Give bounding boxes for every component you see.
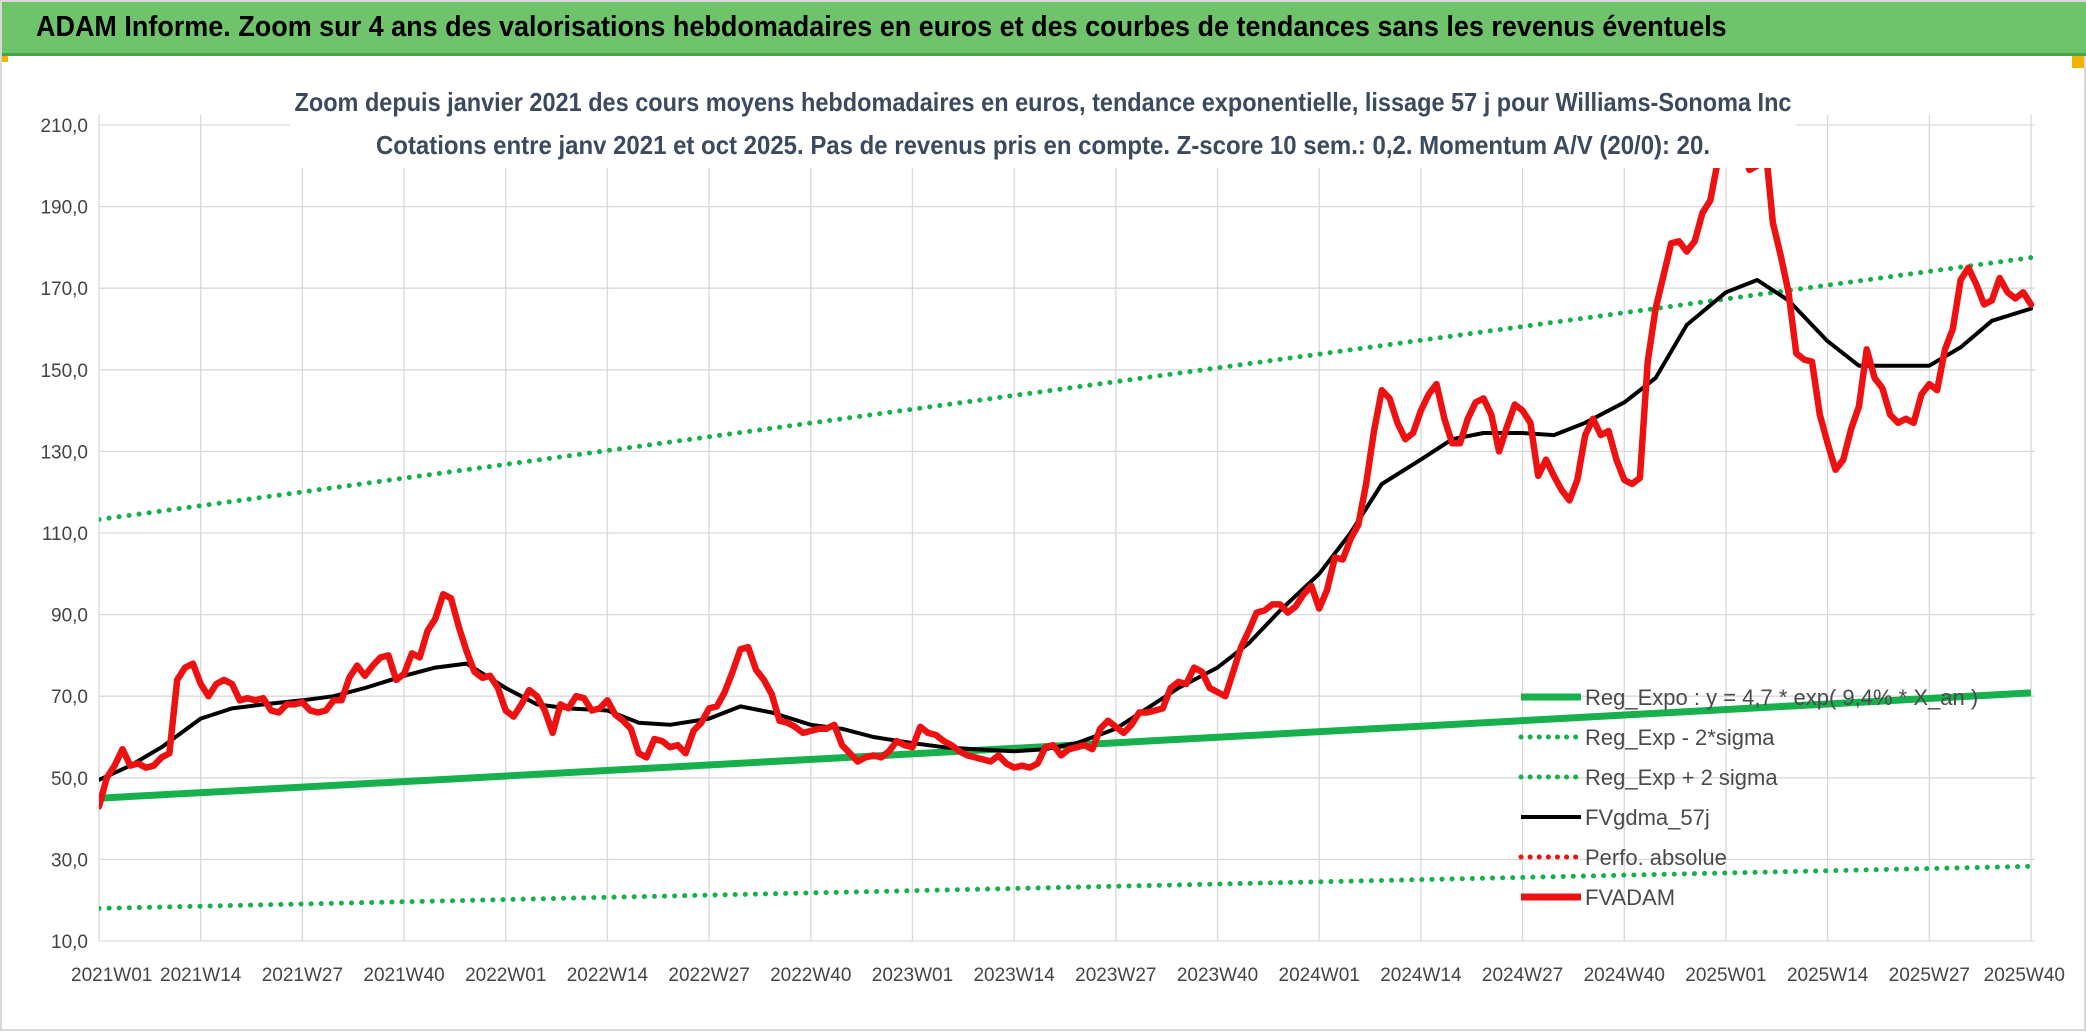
y-tick-label: 150,0	[40, 361, 88, 382]
report-title: ADAM Informe. Zoom sur 4 ans des valoris…	[36, 11, 1727, 43]
x-tick-label: 2024W01	[1279, 965, 1360, 986]
chart-title-block: Zoom depuis janvier 2021 des cours moyen…	[290, 80, 1796, 168]
legend-label-reg_minus: Reg_Exp - 2*sigma	[1585, 725, 1775, 750]
y-tick-label: 190,0	[40, 198, 88, 219]
x-tick-label: 2025W40	[1984, 965, 2065, 986]
x-tick-label: 2022W14	[567, 965, 649, 986]
y-axis-tick-labels: 10,0 30,0 50,0 70,0 90,0 110,0 130,0 150,0 170,0…	[40, 116, 88, 953]
x-tick-label: 2023W40	[1177, 965, 1258, 986]
x-tick-label: 2021W01	[71, 965, 152, 986]
corner-marker	[2, 56, 8, 62]
corner-marker	[2072, 56, 2084, 68]
series-line-fvadam	[99, 125, 2035, 810]
x-tick-label: 2025W01	[1685, 965, 1766, 986]
series-layer	[99, 125, 2035, 911]
x-tick-label: 2025W14	[1787, 965, 1869, 986]
x-tick-label: 2023W01	[872, 965, 953, 986]
y-tick-label: 90,0	[51, 606, 88, 627]
y-tick-label: 50,0	[51, 769, 88, 790]
series-line-reg_minus	[99, 863, 2034, 911]
series-line-reg_plus	[99, 255, 2034, 522]
x-tick-label: 2025W27	[1889, 965, 1970, 986]
x-tick-label: 2022W27	[668, 965, 749, 986]
legend-label-fvgdma: FVgdma_57j	[1585, 805, 1710, 830]
chart-title: Zoom depuis janvier 2021 des cours moyen…	[295, 87, 1792, 117]
series-line-fvgdma	[99, 278, 2033, 782]
x-tick-label: 2024W40	[1584, 965, 1665, 986]
legend-label-reg_expo: Reg_Expo : y = 4,7 * exp( 9,4% * X_an )	[1585, 685, 1978, 710]
y-tick-label: 10,0	[51, 932, 88, 953]
y-tick-label: 130,0	[40, 442, 88, 463]
x-tick-label: 2022W01	[465, 965, 546, 986]
y-tick-label: 30,0	[51, 850, 88, 871]
y-tick-label: 110,0	[42, 524, 88, 545]
x-tick-label: 2023W14	[973, 965, 1055, 986]
x-tick-label: 2024W14	[1380, 965, 1462, 986]
chart-legend: Reg_Expo : y = 4,7 * exp( 9,4% * X_an ) R…	[1518, 685, 1978, 910]
y-tick-label: 170,0	[40, 279, 88, 300]
header-banner: ADAM Informe. Zoom sur 4 ans des valoris…	[2, 2, 2086, 56]
x-tick-label: 2021W40	[363, 965, 444, 986]
x-tick-label: 2022W40	[770, 965, 851, 986]
y-tick-label: 210,0	[40, 116, 88, 137]
legend-label-reg_plus: Reg_Exp + 2 sigma	[1585, 765, 1778, 790]
x-tick-label: 2023W27	[1075, 965, 1156, 986]
y-tick-label: 70,0	[51, 687, 88, 708]
chart-subtitle: Cotations entre janv 2021 et oct 2025. P…	[376, 130, 1710, 160]
x-tick-label: 2021W27	[262, 965, 343, 986]
title-background	[290, 80, 1796, 168]
x-tick-label: 2024W27	[1482, 965, 1563, 986]
legend-label-fvadam: FVADAM	[1585, 885, 1675, 910]
legend-label-perfo: Perfo. absolue	[1585, 845, 1727, 870]
x-tick-label: 2021W14	[160, 965, 242, 986]
x-axis-tick-labels: 2021W01 2021W14 2021W27 2021W40 2022W01 2022W…	[71, 965, 2065, 986]
grid-lines	[98, 115, 2035, 942]
